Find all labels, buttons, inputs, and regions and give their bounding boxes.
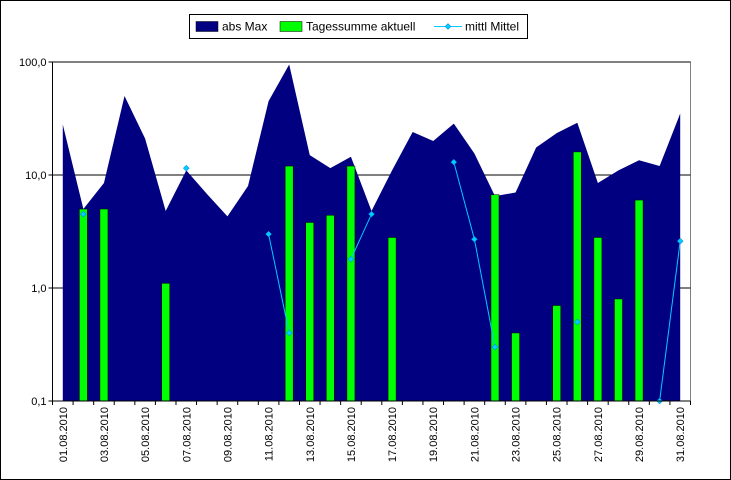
x-tick-label: 31.08.2010 [675, 407, 687, 462]
x-tick-label: 17.08.2010 [387, 407, 399, 462]
x-tick-label: 07.08.2010 [181, 407, 193, 462]
point-mittl-mittel [491, 343, 499, 351]
x-tick-label: 29.08.2010 [634, 407, 646, 462]
bar-tagessumme [614, 298, 623, 402]
x-axis-tick-labels: 01.08.2010 03.08.2010 05.08.2010 07.08.2010… [58, 407, 687, 462]
point-mittl-mittel [573, 318, 581, 326]
x-tick-label: 05.08.2010 [140, 407, 152, 462]
series-mittl-mittel [80, 158, 684, 405]
line-segment-mittl-mittel [473, 239, 496, 348]
point-mittl-mittel [368, 210, 375, 218]
point-mittl-mittel [285, 329, 293, 337]
y-axis-tick-labels: 0,1 1,0 10,0 100,0 [19, 57, 47, 408]
series-tagessumme [79, 151, 644, 402]
bar-tagessumme [573, 151, 582, 402]
x-tick-label: 13.08.2010 [305, 407, 317, 462]
point-mittl-mittel [450, 158, 458, 166]
x-tick-label: 27.08.2010 [593, 407, 605, 462]
x-tick-label: 25.08.2010 [552, 407, 564, 462]
x-tick-label: 11.08.2010 [264, 407, 276, 461]
bar-tagessumme [305, 222, 315, 402]
legend: abs Max Tagessumme aktuell mittl Mittel [189, 14, 528, 39]
legend-label-abs-max: abs Max [222, 20, 267, 34]
line-segment-mittl-mittel [659, 241, 681, 402]
point-mittl-mittel [80, 210, 87, 218]
bar-tagessumme [634, 199, 644, 402]
series-abs-max [62, 64, 681, 401]
y-tick-label: 10,0 [25, 170, 46, 182]
x-tick-label: 21.08.2010 [469, 407, 481, 462]
point-mittl-mittel [182, 164, 190, 172]
bar-tagessumme [346, 165, 356, 402]
bar-tagessumme [99, 208, 109, 402]
bar-tagessumme [284, 165, 294, 402]
line-segment-mittl-mittel [350, 213, 372, 260]
legend-box [189, 14, 528, 39]
bar-tagessumme [593, 237, 603, 402]
area-abs-max [62, 64, 681, 401]
legend-label-mittl-mittel: mittl Mittel [465, 20, 519, 34]
line-segment-mittl-mittel [268, 233, 290, 334]
y-tick-label: 1,0 [31, 283, 46, 295]
legend-swatch-tagessumme [279, 21, 303, 32]
x-tick-label: 09.08.2010 [222, 407, 234, 462]
y-tick-label: 0,1 [31, 396, 46, 408]
legend-label-tagessumme: Tagessumme aktuell [306, 20, 415, 34]
x-tick-label: 03.08.2010 [99, 407, 111, 462]
bar-tagessumme [552, 305, 561, 402]
bar-tagessumme [511, 332, 520, 402]
point-mittl-mittel [676, 237, 684, 245]
x-tick-label: 19.08.2010 [428, 407, 440, 462]
point-mittl-mittel [471, 235, 478, 243]
bar-tagessumme [161, 283, 170, 402]
x-tick-label: 15.08.2010 [346, 407, 358, 462]
bar-tagessumme [387, 237, 397, 402]
axes [48, 61, 691, 405]
bar-tagessumme [79, 208, 88, 402]
legend-swatch-abs-max [195, 21, 219, 32]
y-tick-label: 100,0 [19, 57, 47, 69]
bar-tagessumme [490, 194, 500, 402]
point-mittl-mittel [265, 230, 272, 238]
x-tick-label: 23.08.2010 [511, 407, 523, 462]
line-segment-mittl-mittel [453, 161, 475, 240]
bar-tagessumme [326, 215, 335, 402]
legend-swatch-mittl-mittel-marker [444, 23, 452, 30]
x-tick-label: 01.08.2010 [58, 407, 70, 462]
point-mittl-mittel [347, 255, 355, 263]
